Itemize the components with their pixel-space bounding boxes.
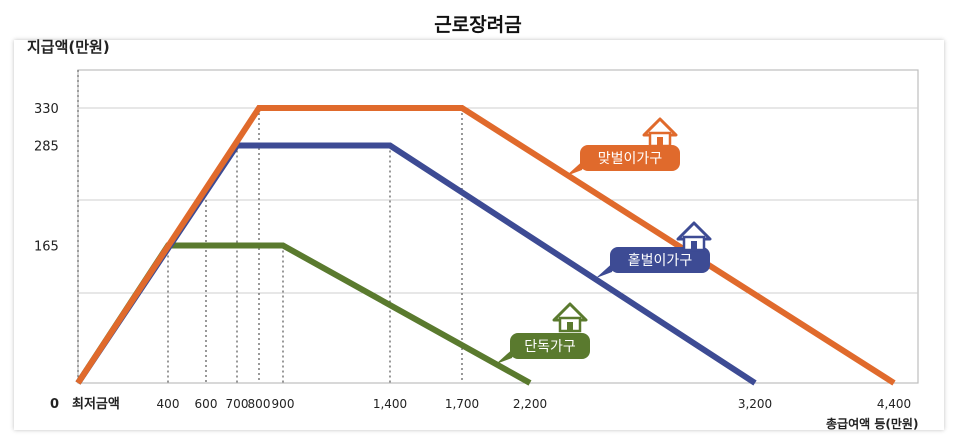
plot-frame [77,69,919,384]
x-tick-label: 3,200 [738,397,772,411]
legend-label: 맞벌이가구 [598,151,663,167]
y-tick-label: 165 [34,240,59,255]
house-icon [567,322,573,331]
x-start-label: 최저금액 [72,397,120,412]
x-tick-label: 700 [226,397,249,411]
legend-badge [580,145,680,171]
x-tick-label: 1,700 [445,397,479,411]
x-tick-label: 900 [272,397,295,411]
legend-label: 단독가구 [524,339,576,355]
series-line [75,105,896,386]
house-icon [691,241,697,250]
x-tick-label: 2,200 [513,397,547,411]
x-tick-label: 4,400 [877,397,911,411]
legend-badge [610,247,710,273]
x-tick-label: 600 [195,397,218,411]
chart-title: 근로장려금 [434,14,522,36]
y-tick-label: 330 [34,102,59,117]
x-tick-label: 1,400 [373,397,407,411]
legend-label: 홑벌이가구 [628,253,693,269]
chart-card [14,40,944,430]
legend-badge [510,333,590,359]
x-axis-title: 총급여액 등(만원) [826,416,918,431]
x-origin-label: 0 [50,397,59,412]
house-icon [657,137,663,146]
x-tick-label: 400 [157,397,180,411]
x-tick-label: 800 [248,397,271,411]
y-axis-title: 지급액(만원) [27,38,110,56]
y-tick-label: 285 [34,140,59,155]
